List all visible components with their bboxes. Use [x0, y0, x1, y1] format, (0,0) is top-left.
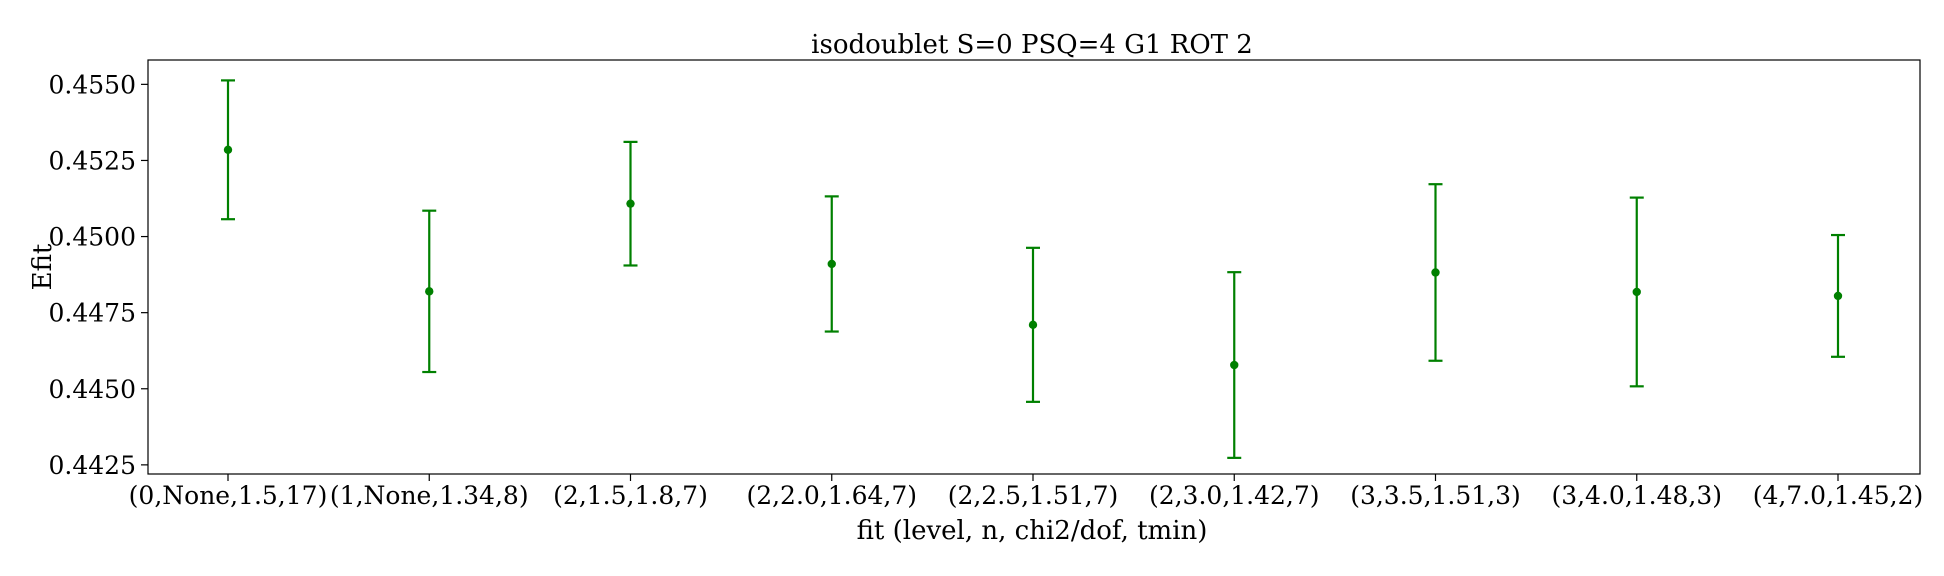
x-tick-label: (1,None,1.34,8): [330, 481, 529, 510]
data-point: [626, 199, 635, 208]
error-bar-point: [1629, 196, 1644, 388]
error-bar-point: [1831, 233, 1845, 358]
data-point: [1028, 320, 1038, 330]
x-tick-label: (3,3.5,1.51,3): [1350, 481, 1521, 510]
x-tick-label: (4,7.0,1.45,2): [1753, 481, 1924, 510]
error-bar-point: [1227, 271, 1242, 459]
error-bar-point: [1428, 183, 1443, 362]
error-bar-point: [1026, 246, 1040, 403]
data-point: [1230, 360, 1239, 370]
x-tick-label: (0,None,1.5,17): [129, 481, 328, 510]
x-tick-label: (2,1.5,1.8,7): [553, 481, 708, 510]
data-point: [1632, 287, 1641, 297]
data-point: [223, 145, 233, 155]
y-tick-label: 0.4425: [49, 451, 136, 480]
y-tick-label: 0.4550: [49, 70, 136, 99]
y-tick-label: 0.4525: [49, 146, 136, 175]
x-axis: (0,None,1.5,17) (1,None,1.34,8) (2,1.5,1.8…: [129, 474, 1924, 510]
data-point: [425, 287, 434, 296]
x-tick-label: (2,3.0,1.42,7): [1149, 481, 1320, 510]
x-tick-label: (3,4.0,1.48,3): [1551, 481, 1722, 510]
y-tick-label: 0.4450: [49, 375, 136, 404]
y-tick-label: 0.4475: [49, 299, 136, 328]
data-point: [1833, 291, 1843, 301]
plot-area: [147, 59, 1921, 475]
error-bar-point: [623, 140, 638, 267]
y-axis: 0.4425 0.4450 0.4475 0.4500 0.4525 0.4550: [49, 70, 148, 480]
x-axis-label: fit (level, n, chi2/dof, tmin): [857, 516, 1208, 546]
y-tick-label: 0.4500: [49, 223, 136, 252]
x-tick-label: (2,2.5,1.51,7): [948, 481, 1119, 510]
error-bar-point: [422, 209, 437, 374]
data-point: [1431, 268, 1440, 277]
error-bar-point: [221, 79, 235, 221]
data-point: [827, 259, 836, 269]
y-axis-label: Efit: [28, 243, 58, 290]
x-tick-label: (2,2.0,1.64,7): [746, 481, 917, 510]
chart-title: isodoublet S=0 PSQ=4 G1 ROT 2: [811, 30, 1253, 60]
error-bar-point: [824, 195, 839, 333]
data-marks: [221, 79, 1845, 459]
